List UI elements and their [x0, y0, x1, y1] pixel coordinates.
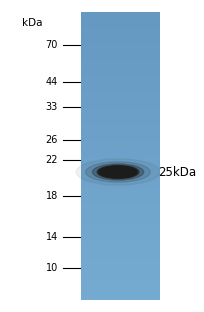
Text: kDa: kDa	[22, 18, 42, 28]
Text: 26: 26	[45, 135, 58, 145]
Text: 10: 10	[45, 263, 58, 273]
Ellipse shape	[99, 166, 136, 178]
Text: 18: 18	[45, 191, 58, 201]
Text: 44: 44	[45, 77, 58, 87]
Text: 33: 33	[45, 102, 58, 112]
Text: 22: 22	[45, 155, 58, 165]
Ellipse shape	[97, 165, 138, 178]
Text: 70: 70	[45, 40, 58, 50]
Ellipse shape	[76, 159, 159, 185]
Ellipse shape	[85, 162, 150, 182]
Text: 25kDa: 25kDa	[157, 165, 195, 178]
Text: 14: 14	[45, 232, 58, 242]
Ellipse shape	[92, 164, 143, 180]
